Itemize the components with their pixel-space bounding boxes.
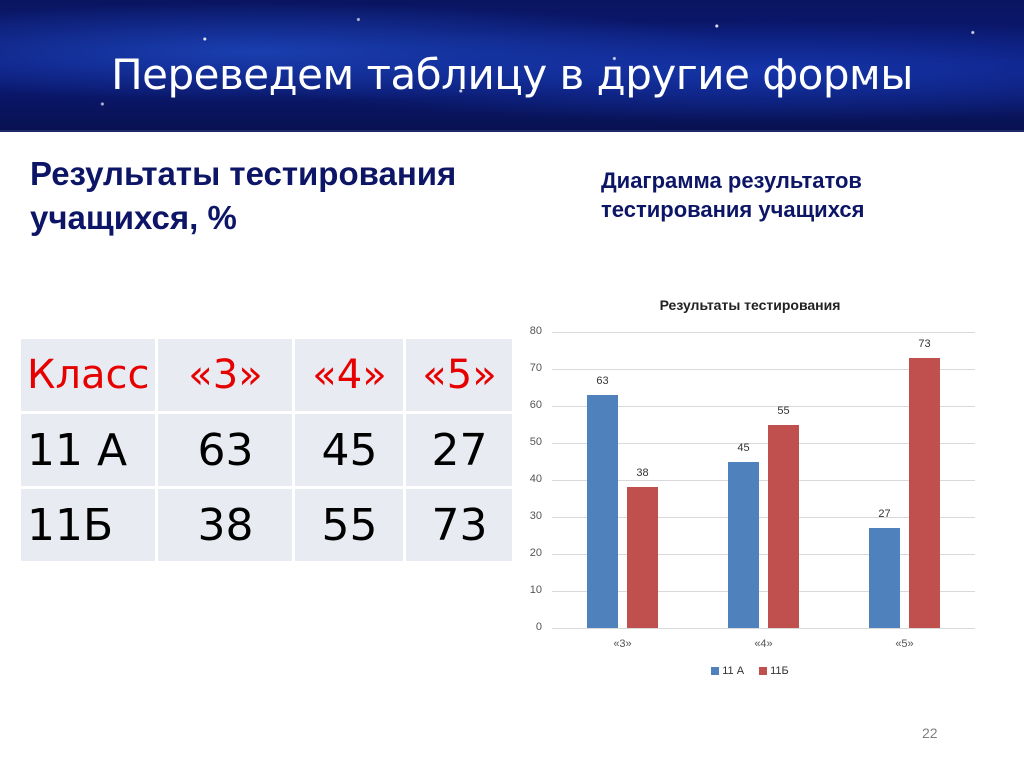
gridline [552, 332, 975, 333]
data-label: 45 [737, 441, 750, 454]
legend-label: 11Б [770, 665, 789, 677]
data-label: 27 [878, 508, 891, 521]
table-header-cell: «4» [295, 339, 404, 411]
bar-11b [768, 424, 799, 628]
table-header-row: Класс «3» «4» «5» [21, 339, 513, 411]
table-cell: 45 [295, 414, 404, 486]
table-heading: Результаты тестирования учащихся, % [30, 155, 457, 236]
table-cell: 38 [158, 489, 293, 561]
data-label: 55 [777, 404, 790, 417]
x-category-label: «3» [613, 638, 632, 650]
y-tick-label: 10 [529, 584, 542, 596]
table-cell: 55 [295, 489, 404, 561]
table-cell: 63 [158, 414, 293, 486]
x-category-label: «5» [895, 638, 914, 650]
legend-item-11a: 11 А [711, 665, 744, 677]
table-header-cell: «5» [406, 339, 513, 411]
table-row: 11Б 38 55 73 [21, 489, 513, 561]
x-category-label: «4» [754, 638, 773, 650]
chart-heading: Диаграмма результатов тестирования учащи… [601, 168, 865, 222]
table-cell: 11 А [21, 414, 156, 486]
bar-11b [627, 487, 658, 628]
slide-header: Переведем таблицу в другие формы [0, 0, 1024, 132]
table-header-cell: «3» [158, 339, 293, 411]
y-tick-label: 0 [535, 621, 542, 633]
gridline [552, 554, 975, 555]
gridline [552, 443, 975, 444]
bar-11a [869, 528, 900, 628]
chart-title: Результаты тестирования [659, 297, 841, 313]
table-cell: 27 [406, 414, 513, 486]
results-table: Класс «3» «4» «5» 11 А 63 45 27 11Б 38 5… [18, 336, 515, 564]
bar-11a [587, 394, 618, 628]
legend-label: 11 А [722, 665, 745, 677]
y-tick-label: 70 [529, 362, 542, 374]
y-tick-label: 30 [529, 510, 542, 522]
data-label: 38 [636, 467, 649, 480]
gridline [552, 369, 975, 370]
y-tick-label: 40 [529, 473, 542, 485]
y-tick-label: 50 [529, 436, 542, 448]
y-tick-label: 80 [529, 325, 542, 337]
legend-swatch-icon [711, 667, 720, 676]
bar-chart: Результаты тестирования 0 10 20 30 40 50 60 70 8… [510, 285, 990, 695]
table-cell: 73 [406, 489, 513, 561]
gridline [552, 628, 975, 629]
table-row: 11 А 63 45 27 [21, 414, 513, 486]
table-header-cell: Класс [21, 339, 156, 411]
legend-swatch-icon [759, 667, 768, 676]
gridline [552, 480, 975, 481]
y-tick-label: 60 [529, 399, 542, 411]
data-label: 73 [918, 337, 931, 350]
chart-legend: 11 А 11Б [510, 665, 990, 677]
gridline [552, 591, 975, 592]
data-label: 63 [596, 374, 609, 387]
gridline [552, 406, 975, 407]
legend-item-11b: 11Б [759, 665, 789, 677]
slide-number: 22 [922, 725, 938, 741]
bar-11a [728, 461, 759, 628]
table-cell: 11Б [21, 489, 156, 561]
y-tick-label: 20 [529, 547, 542, 559]
gridline [552, 517, 975, 518]
bar-11b [909, 357, 940, 628]
slide-title: Переведем таблицу в другие формы [111, 50, 913, 99]
